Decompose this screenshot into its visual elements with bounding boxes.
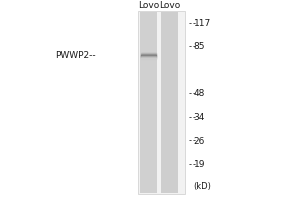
Text: (kD): (kD)	[194, 182, 211, 191]
Bar	[140, 12, 157, 193]
Text: --: --	[188, 160, 197, 169]
Text: --: --	[188, 42, 197, 51]
Text: 26: 26	[194, 137, 205, 146]
Text: 19: 19	[194, 160, 205, 169]
Text: Lovo: Lovo	[138, 1, 159, 10]
Text: 34: 34	[194, 113, 205, 122]
Text: --: --	[188, 113, 197, 122]
Text: Lovo: Lovo	[159, 1, 180, 10]
Text: 117: 117	[194, 19, 211, 28]
Bar	[161, 12, 178, 193]
Text: 85: 85	[194, 42, 205, 51]
Bar	[138, 11, 184, 194]
Text: 48: 48	[194, 89, 205, 98]
Text: PWWP2--: PWWP2--	[56, 51, 96, 60]
Text: --: --	[188, 137, 197, 146]
Text: --: --	[188, 19, 197, 28]
Text: --: --	[188, 89, 197, 98]
